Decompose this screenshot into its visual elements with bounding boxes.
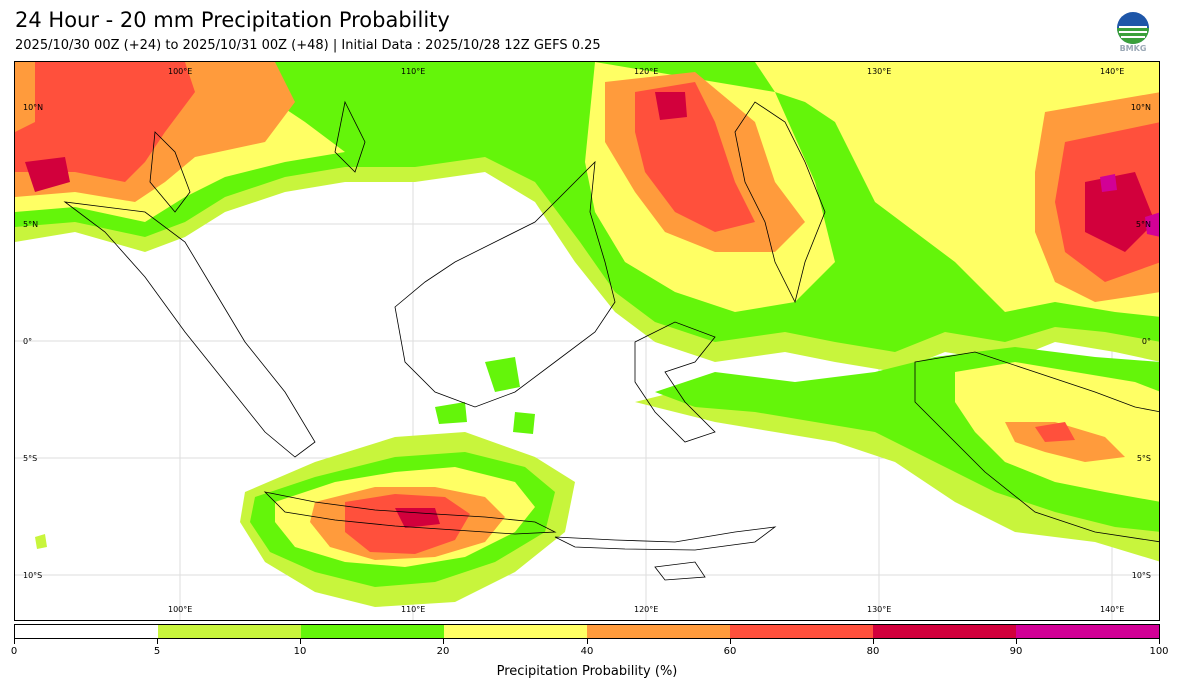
bmkg-logo-icon — [1117, 12, 1149, 44]
colorbar-tick — [300, 639, 301, 644]
lat-label-right: 5°S — [1136, 454, 1151, 463]
colorbar-tick-label: 5 — [153, 646, 161, 657]
region-80-90-south — [395, 508, 440, 528]
colorbar-segment-60-80 — [730, 625, 873, 638]
region-patch-borneo — [435, 357, 535, 434]
map-canvas — [15, 62, 1159, 620]
colorbar-segment-40-60 — [587, 625, 730, 638]
lat-label-left: 10°N — [23, 103, 44, 112]
lon-label-top: 110°E — [401, 67, 426, 76]
colorbar-tick — [1016, 639, 1017, 644]
colorbar-tick-label: 80 — [866, 646, 880, 657]
colorbar-tick — [873, 639, 874, 644]
lon-label-top: 100°E — [168, 67, 193, 76]
colorbar-tick-label: 90 — [1009, 646, 1023, 657]
precipitation-map: 100°E 110°E 120°E 130°E 140°E 100°E 110°… — [14, 61, 1160, 621]
colorbar-tick — [443, 639, 444, 644]
colorbar-tick-label: 100 — [1149, 646, 1169, 657]
logo-text: BMKG — [1119, 44, 1147, 53]
lat-label-left: 5°S — [23, 454, 38, 463]
colorbar-segment-10-20 — [301, 625, 444, 638]
lat-label-left: 5°N — [23, 220, 39, 229]
colorbar-tick — [157, 639, 158, 644]
lon-label-bottom: 140°E — [1100, 605, 1125, 614]
colorbar-tick — [14, 639, 15, 644]
colorbar-segment-90-100 — [1016, 625, 1159, 638]
colorbar-tick-label: 0 — [10, 646, 18, 657]
region-60-80-east — [1035, 422, 1075, 442]
lat-label-left: 0° — [23, 337, 33, 346]
colorbar-tick-label: 60 — [723, 646, 737, 657]
lon-label-bottom: 100°E — [168, 605, 193, 614]
lat-label-left: 10°S — [23, 571, 43, 580]
chart-title: 24 Hour - 20 mm Precipitation Probabilit… — [15, 8, 450, 32]
colorbar-segment-5-10 — [158, 625, 301, 638]
colorbar-tick — [587, 639, 588, 644]
lon-label-top: 130°E — [867, 67, 892, 76]
coastlines — [63, 100, 1159, 581]
colorbar-segment-80-90 — [873, 625, 1016, 638]
colorbar-segment-20-40 — [444, 625, 587, 638]
colorbar-tick-label: 40 — [580, 646, 594, 657]
colorbar — [14, 624, 1160, 639]
lat-label-right: 10°S — [1131, 571, 1151, 580]
colorbar-tick — [1159, 639, 1160, 644]
colorbar-tick-label: 20 — [436, 646, 450, 657]
colorbar-tick-label: 10 — [293, 646, 307, 657]
region-90-100 — [1100, 174, 1159, 237]
region-60-80-north — [15, 62, 1159, 282]
lat-label-right: 5°N — [1135, 220, 1151, 229]
colorbar-segment-0-5 — [15, 625, 158, 638]
colorbar-tick — [730, 639, 731, 644]
lat-label-right: 0° — [1141, 337, 1151, 346]
lon-label-bottom: 110°E — [401, 605, 426, 614]
lon-label-bottom: 120°E — [634, 605, 659, 614]
colorbar-label: Precipitation Probability (%) — [496, 664, 678, 679]
region-20-40-north — [15, 62, 1159, 317]
region-patch-sumatra — [35, 534, 47, 549]
lat-label-right: 10°N — [1130, 103, 1151, 112]
lon-label-bottom: 130°E — [867, 605, 892, 614]
lon-label-top: 120°E — [634, 67, 659, 76]
region-40-60-east — [1005, 422, 1125, 462]
chart-subtitle: 2025/10/30 00Z (+24) to 2025/10/31 00Z (… — [15, 38, 601, 53]
lon-label-top: 140°E — [1100, 67, 1125, 76]
